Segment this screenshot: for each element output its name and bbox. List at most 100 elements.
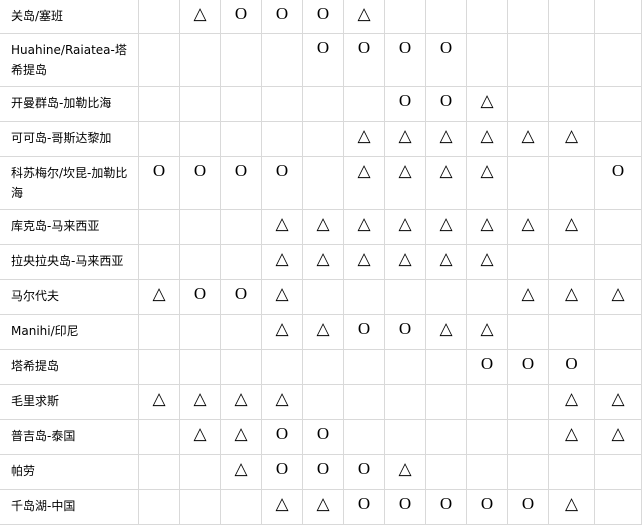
empty-cell [179,33,221,87]
empty-cell [425,419,467,455]
empty-cell [343,86,385,122]
empty-cell [548,0,595,34]
empty-cell [594,244,642,280]
destination-name: 科苏梅尔/坎昆-加勒比海 [0,156,139,210]
table-row: 马尔代夫 △ O O △ △ △ △ [0,279,642,315]
empty-cell [466,279,508,315]
empty-cell [179,121,221,157]
empty-cell [179,314,221,350]
triangle-mark: △ [220,454,262,490]
triangle-mark: △ [507,209,549,245]
triangle-mark: △ [179,419,221,455]
empty-cell [507,0,549,34]
empty-cell [261,33,303,87]
circle-mark: O [384,33,426,87]
empty-cell [220,209,262,245]
empty-cell [179,349,221,385]
triangle-mark: △ [343,209,385,245]
destination-name: Manihi/印尼 [0,314,139,350]
triangle-mark: △ [302,314,344,350]
triangle-mark: △ [466,314,508,350]
circle-mark: O [179,279,221,315]
circle-mark: O [425,33,467,87]
triangle-mark: △ [548,489,595,525]
table-row: 千岛湖-中国 △ △ O O O O O △ [0,489,642,525]
table-row: 关岛/塞班 △ O O O △ [0,0,642,34]
circle-mark: O [466,489,508,525]
empty-cell [425,0,467,34]
triangle-mark: △ [384,209,426,245]
circle-mark: O [343,314,385,350]
empty-cell [425,279,467,315]
table-row: 可可岛-哥斯达黎加 △ △ △ △ △ △ [0,121,642,157]
circle-mark: O [302,33,344,87]
empty-cell [220,33,262,87]
triangle-mark: △ [466,156,508,210]
triangle-mark: △ [425,244,467,280]
empty-cell [594,121,642,157]
empty-cell [138,0,180,34]
empty-cell [343,349,385,385]
empty-cell [138,121,180,157]
empty-cell [507,156,549,210]
empty-cell [594,33,642,87]
empty-cell [548,33,595,87]
empty-cell [466,0,508,34]
triangle-mark: △ [384,121,426,157]
table-row: 塔希提岛 O O O [0,349,642,385]
empty-cell [138,209,180,245]
circle-mark: O [261,419,303,455]
empty-cell [179,244,221,280]
empty-cell [179,209,221,245]
empty-cell [548,454,595,490]
triangle-mark: △ [261,209,303,245]
empty-cell [138,489,180,525]
table-row: 普吉岛-泰国 △ △ O O △ △ [0,419,642,455]
circle-mark: O [343,33,385,87]
empty-cell [507,244,549,280]
table-row: 拉央拉央岛-马来西亚 △ △ △ △ △ △ [0,244,642,280]
destination-name: 可可岛-哥斯达黎加 [0,121,139,157]
empty-cell [220,86,262,122]
empty-cell [425,454,467,490]
destination-name: Huahine/Raiatea-塔希提岛 [0,33,139,87]
destination-name: 帕劳 [0,454,139,490]
empty-cell [548,86,595,122]
empty-cell [507,86,549,122]
empty-cell [302,384,344,420]
empty-cell [302,349,344,385]
empty-cell [138,314,180,350]
destination-name: 塔希提岛 [0,349,139,385]
empty-cell [384,419,426,455]
triangle-mark: △ [384,454,426,490]
circle-mark: O [425,86,467,122]
empty-cell [548,156,595,210]
triangle-mark: △ [548,384,595,420]
empty-cell [466,384,508,420]
destination-name: 开曼群岛-加勒比海 [0,86,139,122]
empty-cell [302,86,344,122]
triangle-mark: △ [548,279,595,315]
table-row: 开曼群岛-加勒比海 O O △ [0,86,642,122]
empty-cell [384,0,426,34]
destination-name: 关岛/塞班 [0,0,139,34]
empty-cell [507,33,549,87]
empty-cell [138,454,180,490]
empty-cell [220,349,262,385]
empty-cell [220,121,262,157]
triangle-mark: △ [220,384,262,420]
empty-cell [466,419,508,455]
triangle-mark: △ [384,156,426,210]
circle-mark: O [179,156,221,210]
empty-cell [594,86,642,122]
triangle-mark: △ [138,279,180,315]
empty-cell [425,349,467,385]
triangle-mark: △ [343,0,385,34]
empty-cell [261,86,303,122]
triangle-mark: △ [302,489,344,525]
triangle-mark: △ [343,121,385,157]
empty-cell [507,314,549,350]
circle-mark: O [261,454,303,490]
triangle-mark: △ [179,384,221,420]
triangle-mark: △ [548,419,595,455]
